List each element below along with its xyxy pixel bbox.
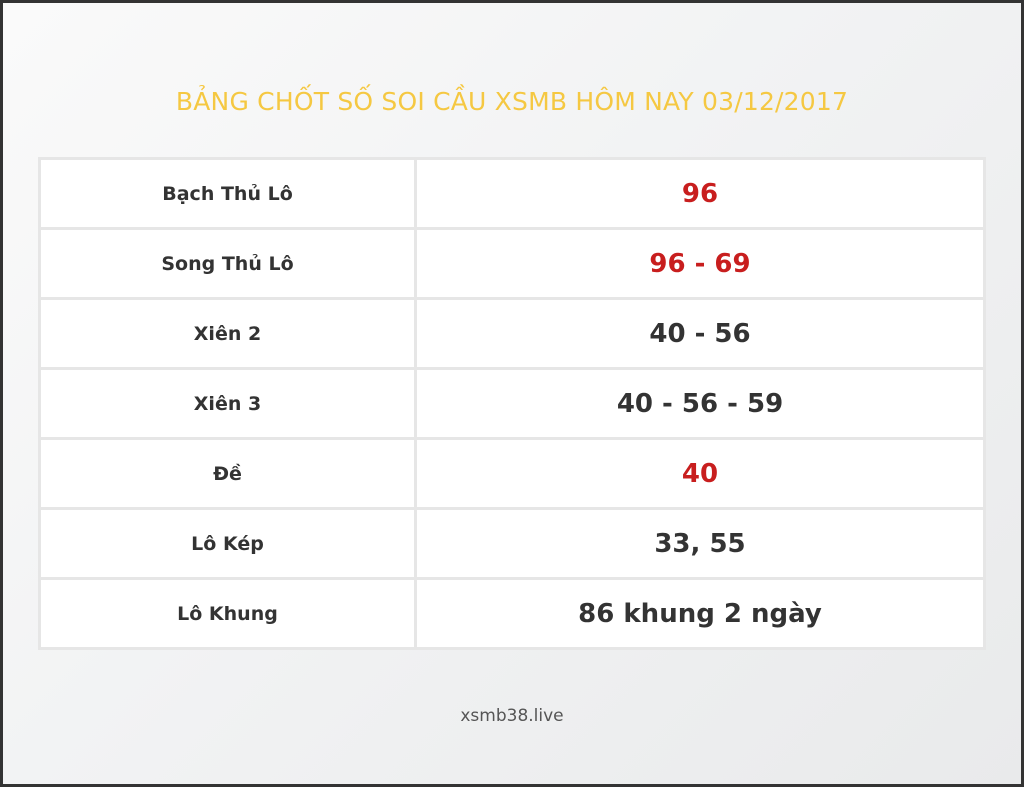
table-row: Lô Kép 33, 55: [38, 507, 986, 580]
prediction-table: Bạch Thủ Lô 96 Song Thủ Lô 96 - 69 Xiên 2 40 …: [38, 157, 986, 650]
table-row: Bạch Thủ Lô 96: [38, 157, 986, 230]
row-label: Xiên 2: [38, 297, 417, 370]
row-value: 33, 55: [414, 507, 986, 580]
table-row: Song Thủ Lô 96 - 69: [38, 227, 986, 300]
row-value: 40 - 56: [414, 297, 986, 370]
row-label: Bạch Thủ Lô: [38, 157, 417, 230]
row-label: Song Thủ Lô: [38, 227, 417, 300]
site-watermark: xsmb38.live: [460, 706, 564, 726]
table-row: Xiên 3 40 - 56 - 59: [38, 367, 986, 440]
row-label: Lô Kép: [38, 507, 417, 580]
row-value: 96: [414, 157, 986, 230]
row-value: 40 - 56 - 59: [414, 367, 986, 440]
table-row: Đề 40: [38, 437, 986, 510]
row-value: 96 - 69: [414, 227, 986, 300]
row-value: 86 khung 2 ngày: [414, 577, 986, 650]
table-row: Xiên 2 40 - 56: [38, 297, 986, 370]
row-label: Xiên 3: [38, 367, 417, 440]
row-label: Đề: [38, 437, 417, 510]
row-value: 40: [414, 437, 986, 510]
row-label: Lô Khung: [38, 577, 417, 650]
page-title: BẢNG CHỐT SỐ SOI CẦU XSMB HÔM NAY 03/12/…: [175, 87, 849, 116]
table-row: Lô Khung 86 khung 2 ngày: [38, 577, 986, 650]
